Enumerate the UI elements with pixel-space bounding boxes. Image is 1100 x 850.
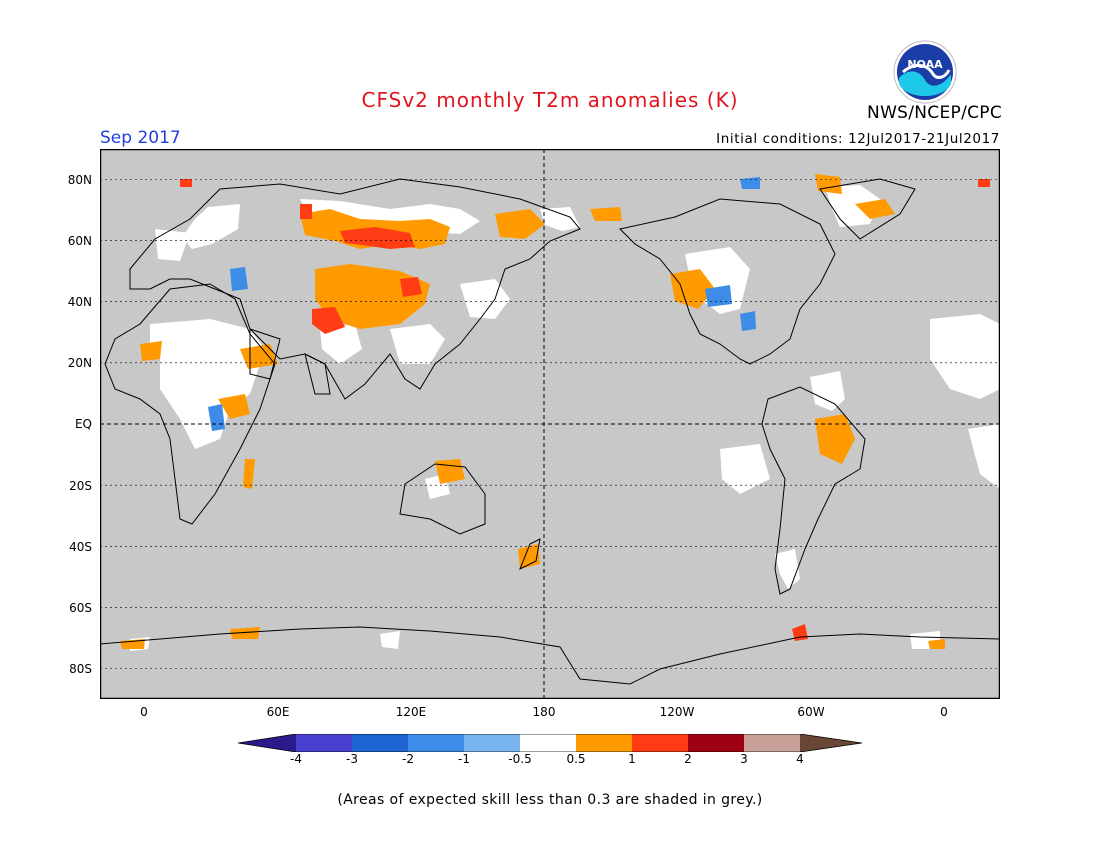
colorbar-label: 0.5 <box>566 752 586 766</box>
colorbar-label: 3 <box>740 752 748 766</box>
lon-label: 180 <box>532 705 556 719</box>
strong-warm-anomaly-regions <box>180 179 990 641</box>
lat-label: 20S <box>69 479 92 493</box>
colorbar-label: -2 <box>402 752 414 766</box>
colorbar-label: 1 <box>628 752 636 766</box>
colorbar-segment <box>688 734 744 752</box>
initial-conditions: Initial conditions: 12Jul2017-21Jul2017 <box>716 131 1000 147</box>
map-title: CFSv2 monthly T2m anomalies (K) <box>361 88 739 112</box>
lon-label: 0 <box>140 705 148 719</box>
colorbar-label: -1 <box>458 752 470 766</box>
colorbar-segment <box>352 734 408 752</box>
colorbar-segment <box>744 734 800 752</box>
agency-label: NWS/NCEP/CPC <box>867 103 1002 123</box>
map-frame <box>100 149 1000 699</box>
colorbar-label: -3 <box>346 752 358 766</box>
coastlines <box>100 178 1000 685</box>
colorbar-left-arrow <box>238 734 296 752</box>
noaa-logo: NOAA <box>893 40 957 104</box>
lat-label: EQ <box>74 417 92 431</box>
lon-label: 60W <box>797 705 825 719</box>
colorbar-label: -0.5 <box>508 752 532 766</box>
lat-label: 60N <box>67 234 92 248</box>
graticule <box>100 179 1000 669</box>
lat-label: 60S <box>69 601 92 615</box>
colorbar-label: 4 <box>796 752 804 766</box>
colorbar-segment <box>576 734 632 752</box>
colorbar-segment <box>464 734 520 752</box>
valid-month: Sep 2017 <box>100 128 181 148</box>
lat-label: 80S <box>69 662 92 676</box>
lat-label: 40S <box>69 540 92 554</box>
colorbar-segment <box>296 734 352 752</box>
lon-label: 0 <box>940 705 948 719</box>
lat-label: 80N <box>67 173 92 187</box>
lon-label: 60E <box>266 705 290 719</box>
colorbar <box>238 734 862 752</box>
colorbar-segment <box>520 734 576 752</box>
lon-label: 120E <box>395 705 427 719</box>
colorbar-label: 2 <box>684 752 692 766</box>
lon-label: 120W <box>659 705 695 719</box>
skill-note: (Areas of expected skill less than 0.3 a… <box>337 792 763 808</box>
lat-label: 20N <box>67 356 92 370</box>
anomaly-map <box>100 149 1000 699</box>
lat-label: 40N <box>67 295 92 309</box>
colorbar-segment <box>408 734 464 752</box>
colorbar-right-arrow <box>800 734 862 752</box>
svg-text:NOAA: NOAA <box>907 58 943 71</box>
colorbar-segment <box>632 734 688 752</box>
colorbar-label: -4 <box>290 752 302 766</box>
